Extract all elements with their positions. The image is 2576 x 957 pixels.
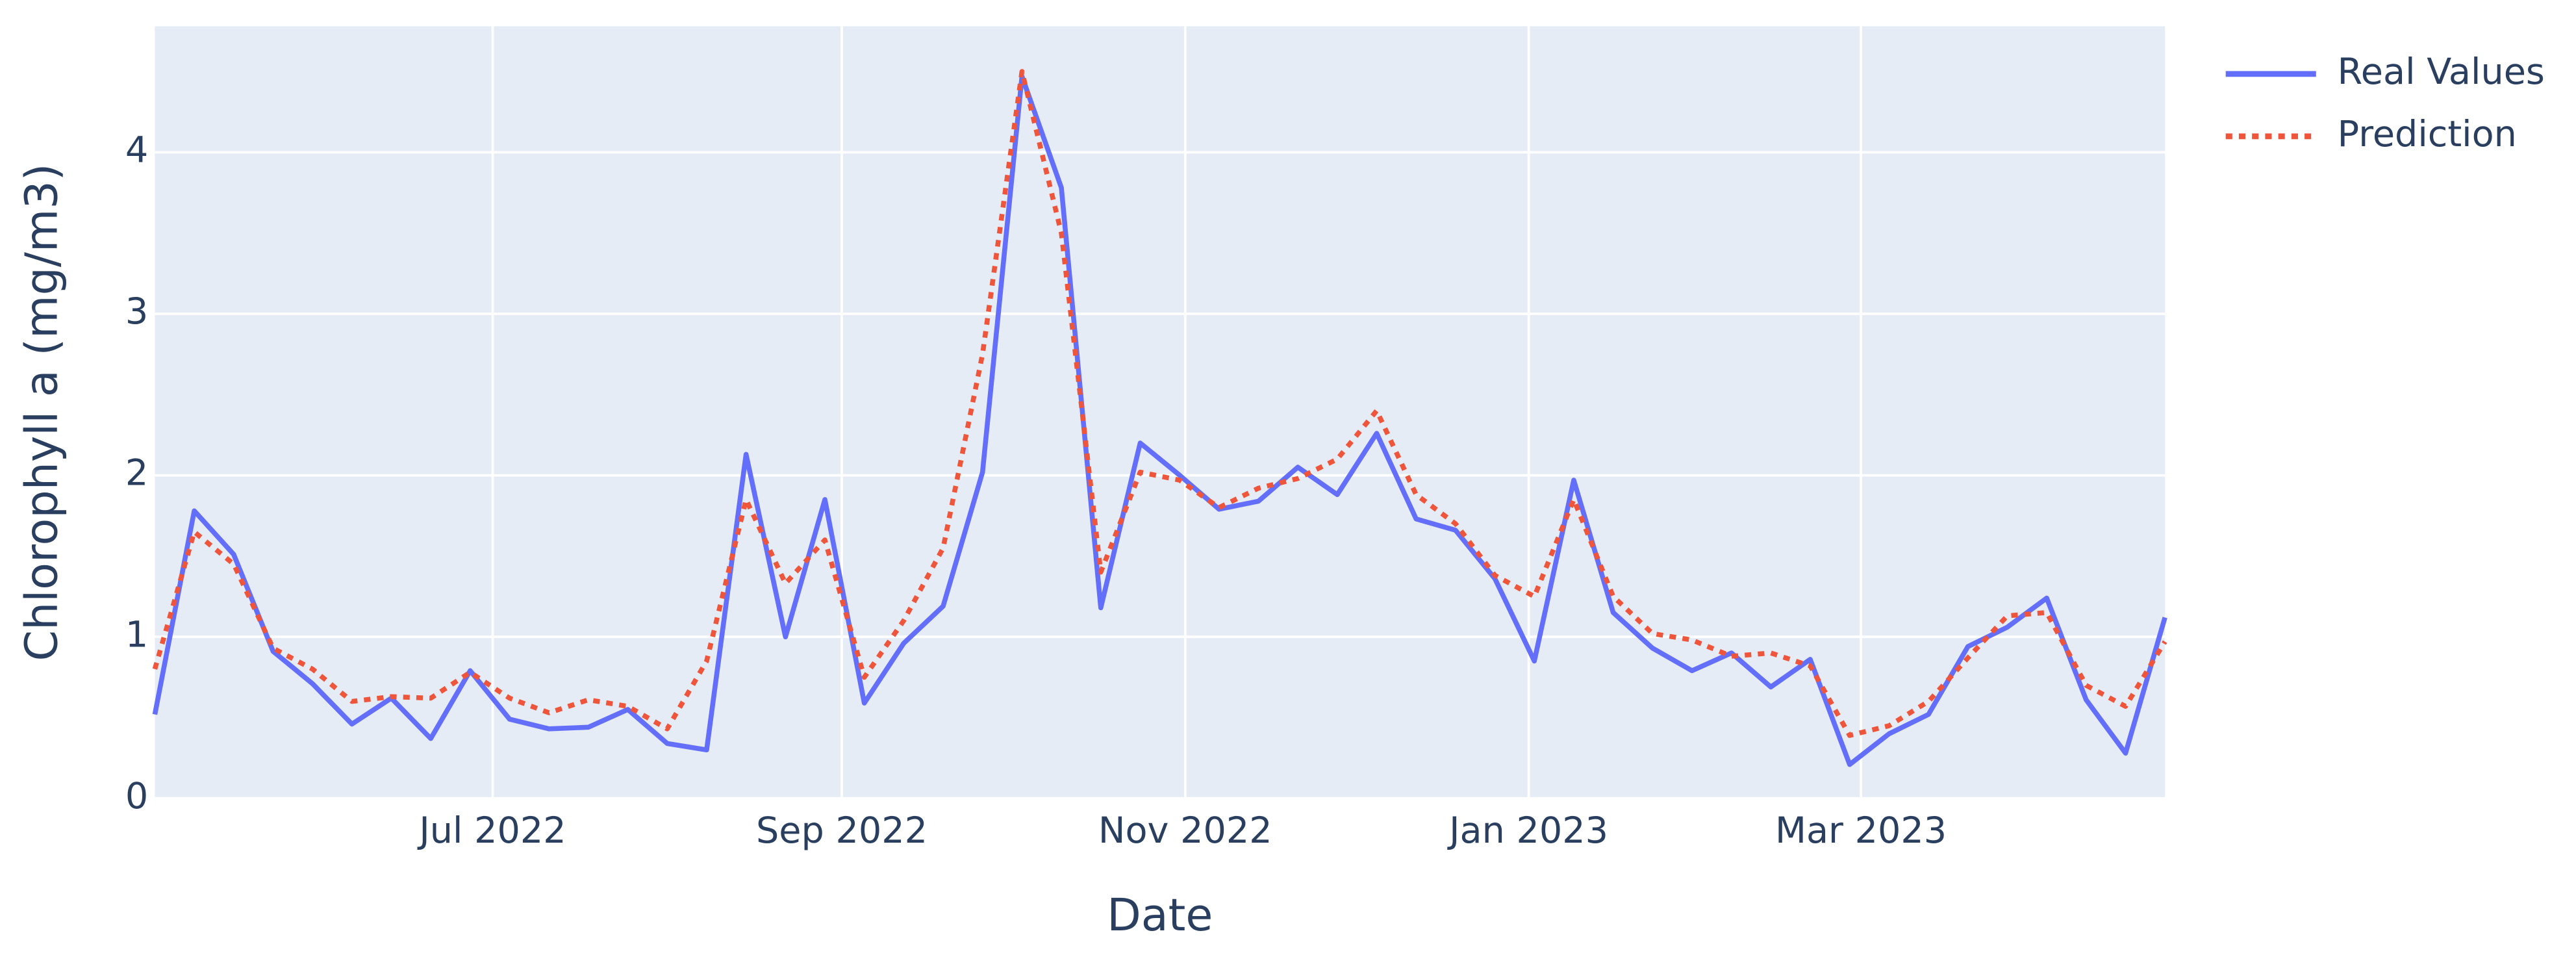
x-tick-label: Jul 2022 xyxy=(417,810,566,852)
legend-label: Real Values xyxy=(2338,51,2545,93)
y-tick-label: 0 xyxy=(125,775,148,817)
y-tick-label: 3 xyxy=(125,290,148,333)
x-tick-label: Jan 2023 xyxy=(1447,810,1608,852)
plot-area xyxy=(155,26,2166,798)
x-tick-label: Mar 2023 xyxy=(1775,810,1947,852)
series-line xyxy=(152,69,2167,738)
y-tick-label: 4 xyxy=(125,129,148,172)
y-tick-label: 1 xyxy=(125,613,148,656)
x-tick-label: Nov 2022 xyxy=(1098,810,1272,852)
x-axis-title: Date xyxy=(1107,890,1213,941)
legend-label: Prediction xyxy=(2338,113,2517,155)
y-axis-title: Chlorophyll a (mg/m3) xyxy=(17,164,68,661)
x-tick-label: Sep 2022 xyxy=(756,810,928,852)
y-tick-label: 2 xyxy=(125,452,148,494)
series-line xyxy=(152,73,2167,767)
